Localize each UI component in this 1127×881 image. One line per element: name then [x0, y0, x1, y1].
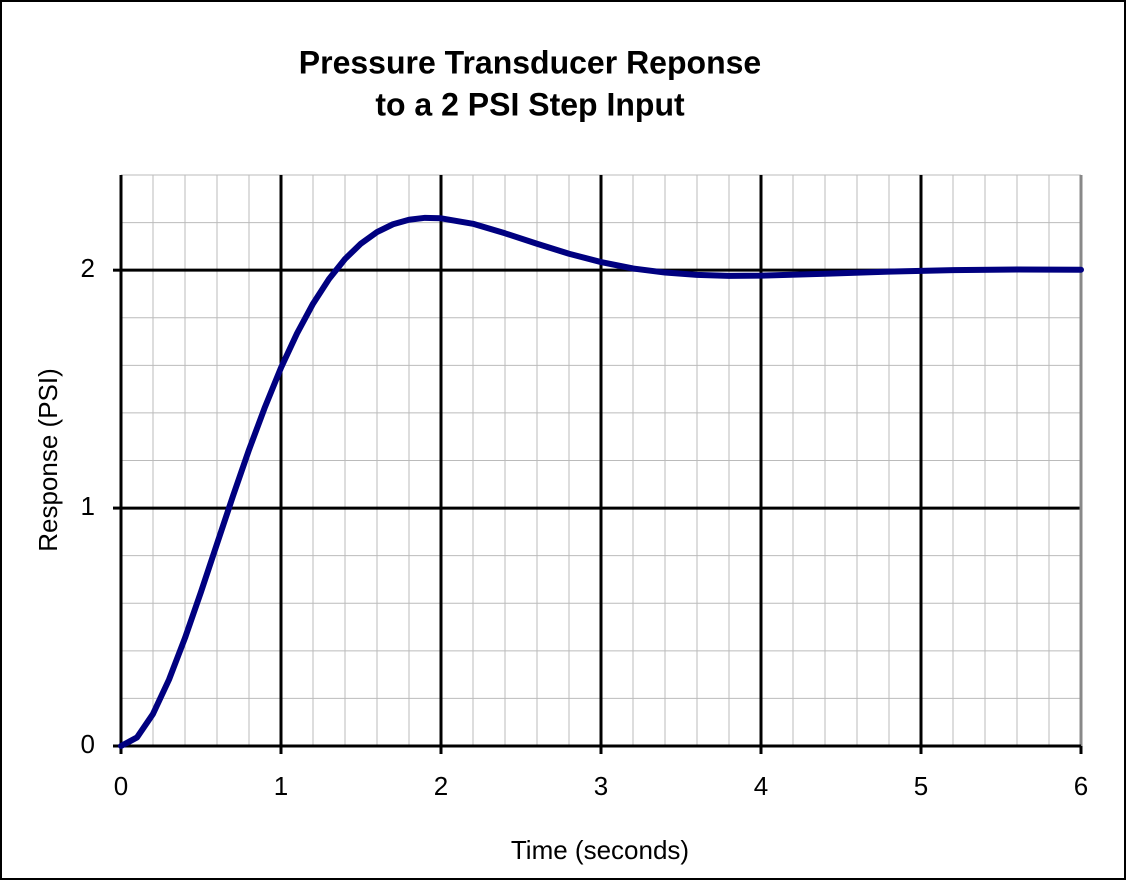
x-tick-label: 0	[114, 771, 128, 801]
chart-title: Pressure Transducer Reponse	[299, 44, 761, 80]
y-axis-label: Response (PSI)	[33, 368, 63, 552]
y-tick-label: 0	[81, 729, 95, 759]
x-tick-label: 2	[434, 771, 448, 801]
y-tick-label: 1	[81, 491, 95, 521]
y-tick-label: 2	[81, 253, 95, 283]
chart-title: to a 2 PSI Step Input	[375, 86, 685, 122]
x-tick-label: 5	[914, 771, 928, 801]
x-tick-label: 6	[1074, 771, 1088, 801]
x-tick-label: 3	[594, 771, 608, 801]
x-axis-label: Time (seconds)	[511, 835, 689, 865]
x-tick-label: 1	[274, 771, 288, 801]
data-line	[118, 214, 1084, 749]
x-tick-label: 4	[754, 771, 768, 801]
